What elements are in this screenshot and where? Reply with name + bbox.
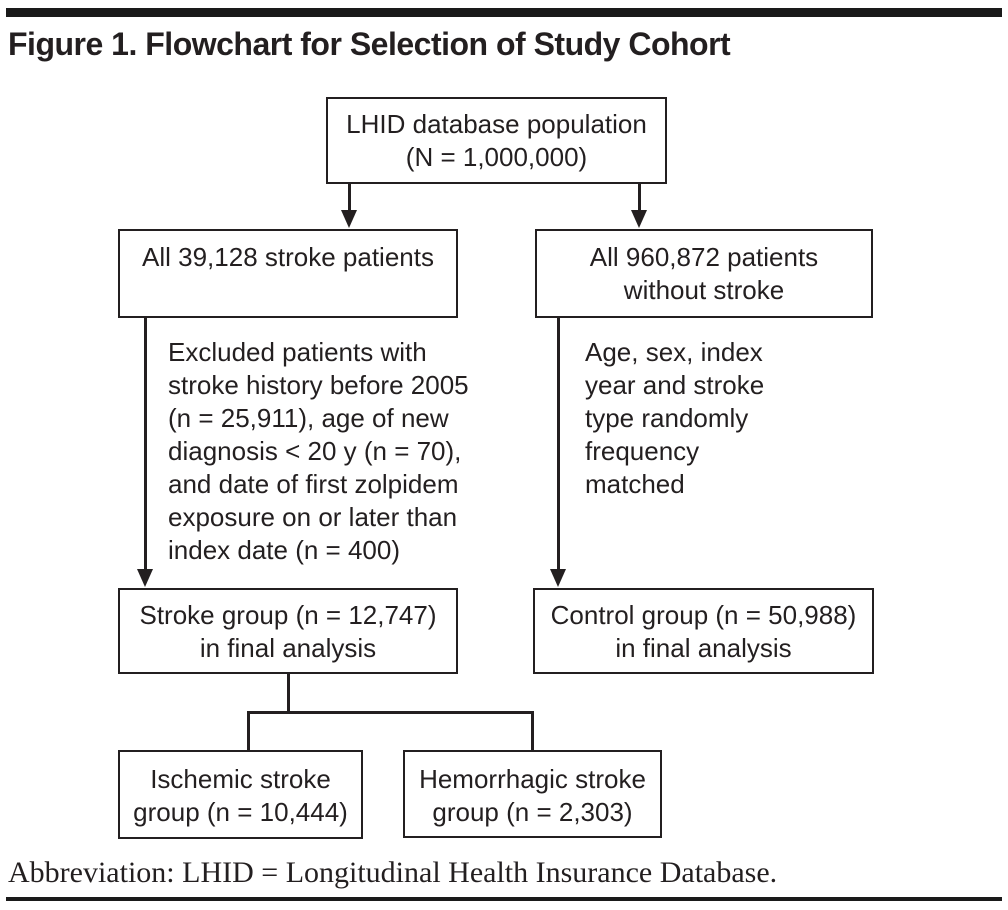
hemorrhagic-stroke-box: Hemorrhagic stroke group (n = 2,303) [403, 750, 662, 838]
arrow-stem-database-to-stroke [347, 183, 351, 212]
database-population-box: LHID database population (N = 1,000,000) [326, 97, 667, 184]
no-stroke-patients-text: All 960,872 patients without stroke [589, 242, 819, 305]
exclusion-note: Excluded patients with stroke history bef… [168, 337, 469, 565]
connector-drop-ischemic [246, 711, 250, 750]
stroke-group-final-box: Stroke group (n = 12,747) in final analys… [118, 588, 458, 674]
arrowhead-database-to-stroke [341, 210, 357, 228]
control-group-final-text: Control group (n = 50,988) in final analy… [550, 600, 857, 663]
arrowhead-stroke-to-final [137, 569, 153, 587]
matching-note: Age, sex, index year and stroke type rando… [585, 337, 765, 499]
control-group-final-box: Control group (n = 50,988) in final analy… [533, 588, 874, 674]
arrowhead-database-to-nostroke [631, 210, 647, 228]
connector-drop-hemorrhagic [530, 711, 534, 750]
bottom-rule [6, 897, 1002, 901]
database-population-text: LHID database population (N = 1,000,000) [346, 109, 647, 172]
arrowhead-nostroke-to-control [550, 569, 566, 587]
connector-horizontal [246, 711, 534, 714]
stroke-patients-text: All 39,128 stroke patients [142, 242, 434, 272]
figure-title: Figure 1. Flowchart for Selection of Stu… [8, 26, 731, 62]
arrow-stem-database-to-nostroke [637, 183, 641, 212]
stroke-patients-box: All 39,128 stroke patients [118, 229, 458, 318]
no-stroke-patients-box: All 960,872 patients without stroke [535, 229, 873, 318]
top-rule [6, 8, 1002, 17]
hemorrhagic-stroke-text: Hemorrhagic stroke group (n = 2,303) [419, 764, 646, 827]
stroke-group-final-text: Stroke group (n = 12,747) in final analys… [139, 600, 437, 663]
arrow-stem-nostroke-to-control [556, 316, 560, 571]
ischemic-stroke-box: Ischemic stroke group (n = 10,444) [118, 750, 363, 839]
arrow-stem-stroke-to-final [143, 316, 147, 571]
ischemic-stroke-text: Ischemic stroke group (n = 10,444) [133, 764, 348, 827]
abbreviation-footnote: Abbreviation: LHID = Longitudinal Health… [8, 856, 778, 889]
connector-strokegroup-down [286, 673, 290, 714]
